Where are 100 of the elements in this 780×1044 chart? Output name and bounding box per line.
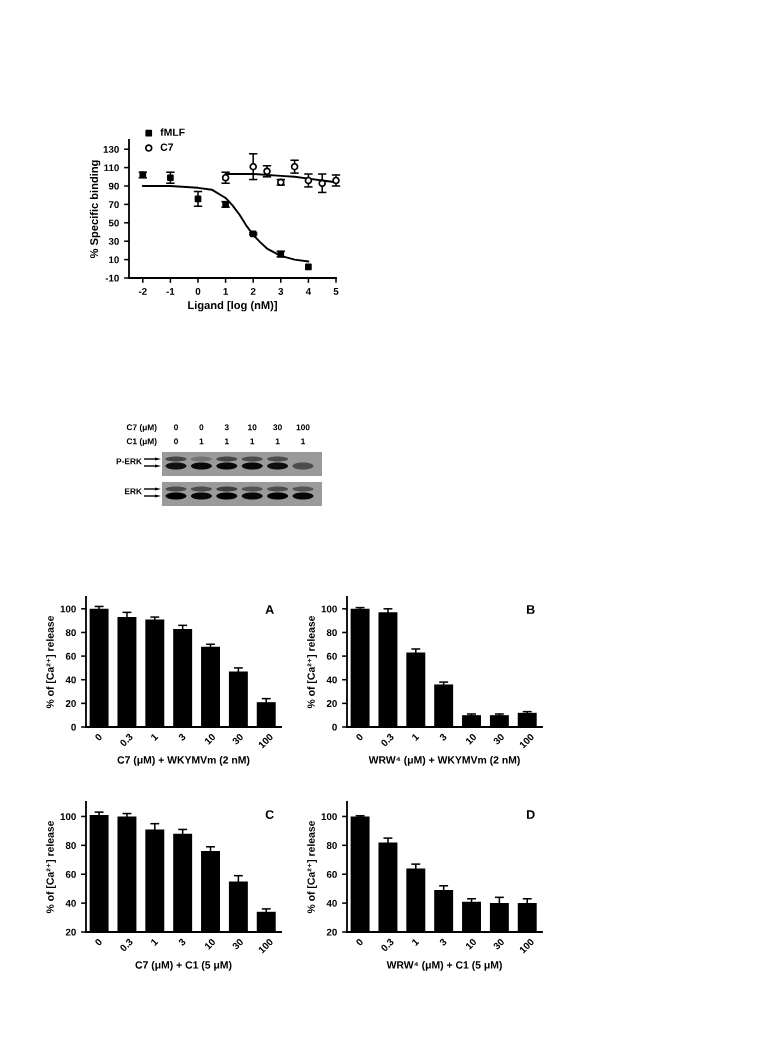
y-tick-label: 50 [108, 219, 119, 227]
y-axis-title: % of [Ca²⁺] release [307, 820, 317, 914]
text: 0 [199, 424, 204, 431]
y-tick-label: 40 [326, 676, 337, 684]
y-tick-label: 100 [60, 605, 76, 613]
y-tick-label: 20 [326, 928, 337, 936]
x-tick-label: 10 [204, 938, 216, 950]
x-tick-label: 10 [465, 938, 477, 950]
x-tick-label: 10 [204, 733, 216, 745]
text: C [265, 810, 274, 819]
x-tick-label: 1 [223, 288, 229, 295]
y-tick-label: 0 [71, 723, 76, 731]
y-axis-title: % of [Ca²⁺] release [46, 615, 56, 709]
point [249, 162, 257, 171]
x-tick-label: 100 [257, 733, 274, 749]
x-tick-label: 100 [518, 938, 535, 954]
y-axis-title: % of [Ca²⁺] release [307, 615, 317, 709]
y-tick-label: 30 [108, 237, 119, 245]
x-axis-title: WRW⁴ (μM) + C1 (5 μM) [386, 960, 502, 971]
x-tick-label: -2 [138, 287, 147, 295]
text: C7 (μM) [126, 424, 157, 432]
x-tick-label: 30 [492, 938, 505, 951]
text: 3 [224, 424, 229, 431]
x-tick-label: 100 [257, 938, 274, 954]
x-axis-title: WRW⁴ (μM) + WKYMVm (2 nM) [368, 755, 520, 766]
x-tick-label: 3 [438, 732, 448, 742]
text: 100 [296, 424, 310, 431]
x-tick-label: 0 [355, 733, 364, 742]
x-tick-label: 30 [492, 733, 505, 746]
y-tick-label: 70 [108, 201, 119, 209]
legend-label: C7 [160, 143, 174, 151]
x-tick-label: 0 [94, 938, 103, 947]
point [318, 179, 326, 188]
y-axis-title: % Specific binding [89, 160, 101, 259]
y-tick-label: 80 [65, 842, 76, 849]
y-tick-label: 90 [108, 182, 119, 190]
x-axis-title: C7 (μM) + WKYMVm (2 nM) [117, 755, 250, 766]
text: P-ERK [116, 458, 142, 465]
y-tick-label: 40 [65, 899, 76, 907]
text: 1 [301, 438, 306, 445]
text: A [265, 605, 274, 614]
x-tick-label: 3 [438, 937, 448, 947]
y-tick-label: -10 [105, 274, 119, 282]
y-tick-label: 60 [326, 870, 337, 878]
text: 1 [275, 438, 280, 445]
x-tick-label: 0.3 [119, 732, 134, 747]
x-tick-label: 5 [333, 288, 339, 295]
y-tick-label: 100 [321, 813, 337, 821]
x-tick-label: 30 [231, 938, 244, 951]
y-axis-title: % of [Ca²⁺] release [46, 820, 56, 914]
x-axis-title: Ligand [log (nM)] [188, 300, 277, 312]
point [305, 263, 312, 271]
y-tick-label: 10 [109, 256, 119, 264]
x-tick-label: 1 [150, 938, 159, 946]
x-axis-title: C7 (μM) + C1 (5 μM) [135, 960, 232, 971]
x-tick-label: 0.3 [380, 937, 395, 952]
x-tick-label: -1 [166, 288, 175, 295]
y-tick-label: 20 [326, 700, 337, 707]
text: 10 [248, 424, 257, 431]
x-tick-label: 0 [195, 287, 201, 295]
y-tick-label: 20 [65, 700, 76, 707]
x-tick-label: 0 [355, 938, 364, 947]
y-tick-label: 80 [65, 629, 76, 637]
text: D [526, 810, 535, 819]
x-tick-label: 3 [177, 937, 187, 947]
text: 30 [273, 424, 282, 431]
y-tick-label: 60 [326, 652, 337, 660]
x-tick-label: 100 [518, 733, 535, 749]
y-tick-label: 100 [60, 813, 76, 821]
legend-label: fMLF [160, 128, 185, 136]
x-tick-label: 2 [250, 287, 256, 295]
text: ERK [124, 488, 142, 495]
x-tick-label: 0.3 [380, 732, 395, 747]
x-tick-label: 0 [94, 733, 103, 742]
text: 1 [199, 438, 204, 445]
y-tick-label: 40 [65, 676, 76, 684]
x-tick-label: 4 [305, 288, 312, 295]
y-tick-label: 80 [326, 629, 337, 637]
x-tick-label: 30 [231, 733, 244, 746]
text: B [526, 605, 535, 614]
x-tick-label: 3 [278, 287, 284, 295]
text: 0 [174, 438, 178, 445]
y-tick-label: 20 [65, 928, 76, 936]
x-tick-label: 1 [411, 733, 420, 741]
x-tick-label: 3 [177, 732, 187, 742]
y-tick-label: 40 [326, 899, 337, 907]
y-tick-label: 60 [65, 652, 76, 660]
y-tick-label: 0 [332, 723, 337, 731]
text: 1 [250, 438, 255, 445]
x-tick-label: 1 [411, 938, 420, 946]
y-tick-label: 130 [103, 145, 119, 153]
x-tick-label: 0.3 [119, 937, 134, 952]
y-tick-label: 110 [104, 164, 119, 172]
x-tick-label: 1 [150, 733, 159, 741]
x-tick-label: 10 [465, 733, 477, 745]
y-tick-label: 60 [65, 870, 76, 878]
y-tick-label: 80 [326, 842, 337, 849]
text: 0 [174, 424, 178, 431]
y-tick-label: 100 [321, 605, 337, 613]
text: C1 (μM) [126, 438, 157, 446]
